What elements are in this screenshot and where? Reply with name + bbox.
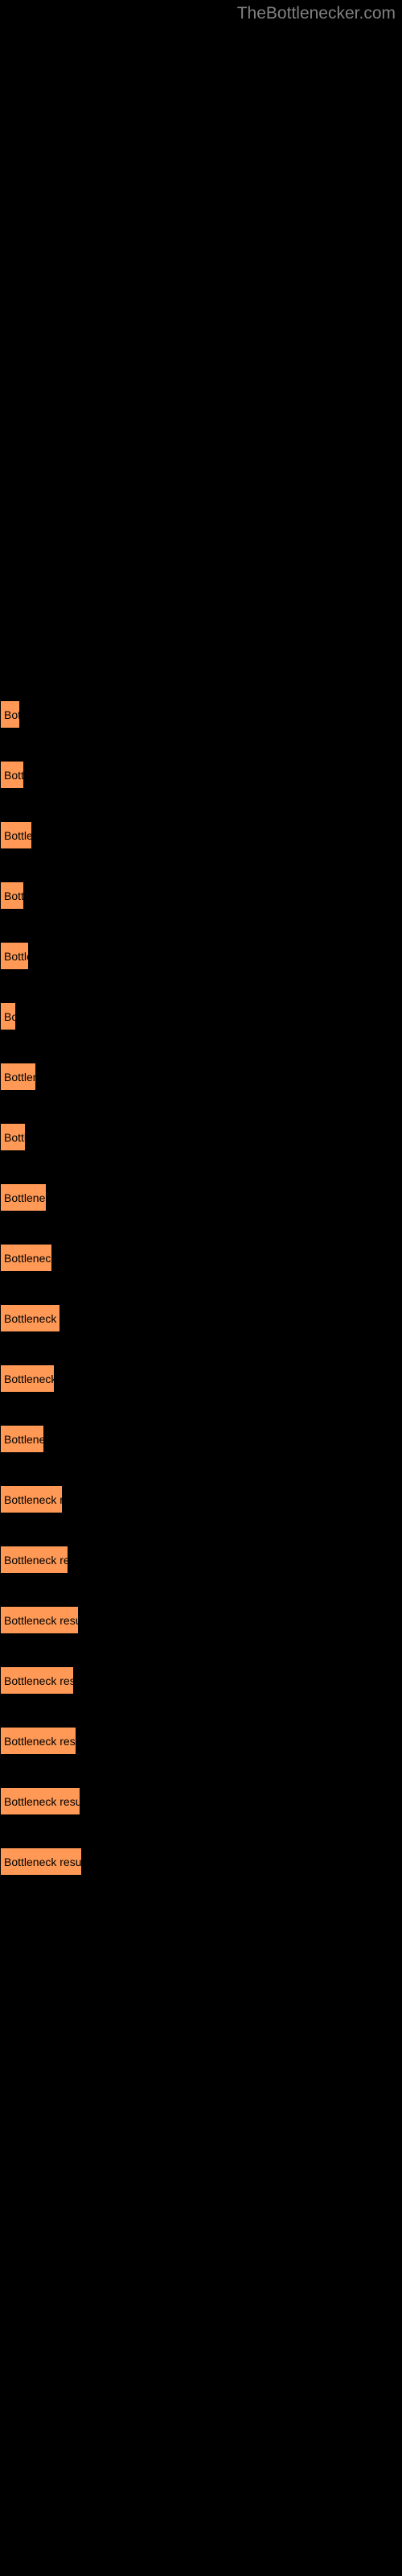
bar-label: Bottleneck result: [4, 1735, 76, 1748]
bar-label: Bottleneck result: [4, 1856, 82, 1868]
bar-label: Bottleneck res: [4, 1252, 52, 1265]
bar-label: Bottl: [4, 769, 24, 782]
bar-row: Bottleneck result: [0, 1606, 402, 1634]
bar-row: Bottleneck result: [0, 1847, 402, 1876]
bar-row: Bottleneck result: [0, 1727, 402, 1755]
bar-row: Bottlen: [0, 821, 402, 849]
bar-row: Bottle: [0, 942, 402, 970]
bar-row: Bottleneck result: [0, 1304, 402, 1332]
bar-row: Bot: [0, 700, 402, 729]
bar: Bot: [0, 700, 20, 729]
bar-row: Bottle: [0, 1123, 402, 1151]
bar-row: Bottlene: [0, 1063, 402, 1091]
bar: Bottleneck result: [0, 1847, 82, 1876]
bar: Bottleneck resu: [0, 1364, 55, 1393]
bar: Bottl: [0, 761, 24, 789]
bar-label: Bottl: [4, 890, 24, 902]
bar-label: Bottleneck result: [4, 1614, 79, 1627]
bar-row: Bottl: [0, 881, 402, 910]
bar-label: Bottleneck result: [4, 1795, 80, 1808]
bar-row: Bottleneck result: [0, 1666, 402, 1695]
bar: Bottleneck result: [0, 1304, 60, 1332]
bar: Bottleneck result: [0, 1606, 79, 1634]
bar: Bottleneck res: [0, 1244, 52, 1272]
bar: Bottleneck result: [0, 1727, 76, 1755]
bar-label: Bottleneck resu: [4, 1373, 55, 1385]
bar-label: Bottleneck result: [4, 1674, 74, 1687]
bar-label: Bottleneck r: [4, 1433, 44, 1446]
bar-row: Bottleneck res: [0, 1244, 402, 1272]
bar-chart: Bot Bottl Bottlen Bottl Bottle Bo Bottlene Bott…: [0, 0, 402, 1940]
bar-row: Bottleneck resu: [0, 1364, 402, 1393]
bar-row: Bottleneck result: [0, 1787, 402, 1815]
bar-row: Bo: [0, 1002, 402, 1030]
bar: Bottleneck r: [0, 1425, 44, 1453]
watermark-text: TheBottlenecker.com: [237, 4, 396, 23]
bar: Bottleneck result: [0, 1787, 80, 1815]
bar-row: Bottleneck result: [0, 1485, 402, 1513]
bar-label: Bot: [4, 708, 20, 721]
bar-label: Bottleneck result: [4, 1312, 60, 1325]
bar-row: Bottl: [0, 761, 402, 789]
bar-label: Bottleneck re: [4, 1191, 47, 1204]
bar-label: Bo: [4, 1010, 16, 1023]
bar-label: Bottleneck result: [4, 1554, 68, 1567]
bar: Bottlene: [0, 1063, 36, 1091]
bar: Bottle: [0, 942, 29, 970]
bar: Bo: [0, 1002, 16, 1030]
bar: Bottlen: [0, 821, 32, 849]
bar: Bottleneck result: [0, 1666, 74, 1695]
bar-row: Bottleneck re: [0, 1183, 402, 1212]
bar: Bottl: [0, 881, 24, 910]
bar-row: Bottleneck r: [0, 1425, 402, 1453]
bar-label: Bottle: [4, 950, 29, 963]
bar-label: Bottlene: [4, 1071, 36, 1084]
bar-label: Bottlen: [4, 829, 32, 842]
bar: Bottle: [0, 1123, 26, 1151]
bar: Bottleneck result: [0, 1485, 63, 1513]
bar: Bottleneck result: [0, 1546, 68, 1574]
bar-label: Bottleneck result: [4, 1493, 63, 1506]
bar-row: Bottleneck result: [0, 1546, 402, 1574]
bar-label: Bottle: [4, 1131, 26, 1144]
bar: Bottleneck re: [0, 1183, 47, 1212]
